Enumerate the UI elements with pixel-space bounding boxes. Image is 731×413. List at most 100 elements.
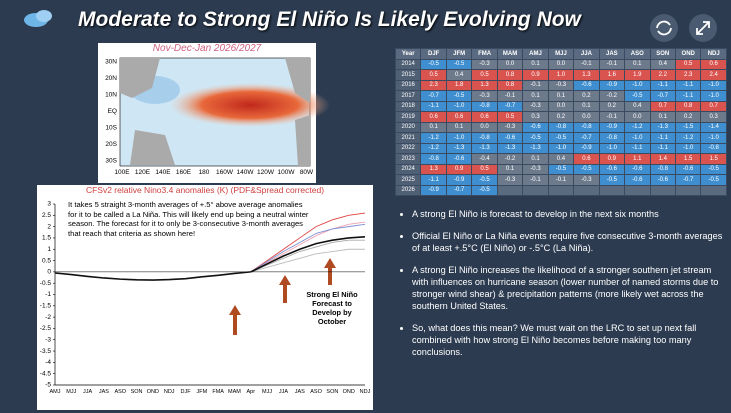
table-cell: -0.3	[547, 79, 575, 91]
table-cell: 0.1	[496, 163, 524, 175]
x-tick-label: NDJ	[360, 389, 371, 395]
lon-label: 120W	[257, 169, 275, 176]
table-cell: -0.3	[471, 90, 498, 102]
expand-button[interactable]	[689, 14, 717, 42]
x-tick-label: MJJ	[262, 389, 272, 395]
y-tick-label: 0.5	[42, 257, 51, 264]
table-cell: -1.1	[420, 100, 447, 112]
table-cell: -0.5	[522, 132, 549, 144]
column-header: JJA	[573, 48, 600, 60]
y-tick-label: 3	[47, 201, 51, 208]
column-header: Year	[394, 48, 422, 60]
table-cell: 0.1	[573, 100, 600, 112]
table-row: 2021 -1.2 -1.0 -0.8 -0.6 -0.5 -0.5 -0.7 -0.8 -1.0…	[394, 132, 727, 144]
table-cell: 0.6	[471, 111, 498, 123]
x-tick-label: ASO	[114, 389, 126, 395]
table-cell: -1.0	[700, 90, 727, 102]
table-cell: 2.3	[420, 79, 447, 91]
table-cell: -1.3	[649, 121, 676, 133]
table-cell	[674, 184, 702, 196]
refresh-button[interactable]	[650, 14, 678, 42]
table-cell: 0.2	[598, 100, 626, 112]
lat-label: 20S	[105, 141, 117, 148]
lon-label: 180	[199, 169, 210, 176]
lat-label: 20N	[105, 75, 117, 82]
table-row: 2019 0.6 0.6 0.6 0.5 0.3 0.2 0.0 -0.1 0.0 0.1 0.2 0.…	[394, 111, 727, 123]
table-cell: -0.5	[624, 90, 651, 102]
table-cell: 2017	[394, 90, 422, 102]
table-cell: -1.0	[598, 142, 626, 154]
table-cell: 0.9	[598, 153, 626, 165]
table-cell: -1.0	[624, 79, 651, 91]
x-tick-label: OND	[147, 389, 159, 395]
table-cell: -1.1	[624, 142, 651, 154]
table-cell: -0.3	[496, 174, 524, 186]
series-line	[250, 248, 365, 273]
table-cell: 2016	[394, 79, 422, 91]
table-cell: 2018	[394, 100, 422, 112]
column-header: OND	[674, 48, 702, 60]
table-cell: 0.8	[496, 79, 524, 91]
table-cell: -0.6	[649, 174, 676, 186]
table-cell: -0.5	[598, 174, 626, 186]
table-cell: -1.3	[496, 142, 524, 154]
table-cell: 0.8	[674, 100, 702, 112]
table-cell: 0.1	[649, 111, 676, 123]
table-cell: -0.6	[674, 163, 702, 175]
table-cell: -0.8	[598, 132, 626, 144]
table-cell: 0.0	[547, 58, 575, 70]
column-header: SON	[649, 48, 676, 60]
table-cell: 2014	[394, 58, 422, 70]
table-cell: -1.1	[649, 132, 676, 144]
table-cell	[624, 184, 651, 196]
table-cell: 1.4	[649, 153, 676, 165]
table-cell: -0.3	[496, 121, 524, 133]
table-cell: 0.0	[471, 121, 498, 133]
lon-label: 80W	[300, 169, 314, 176]
column-header: DJF	[420, 48, 447, 60]
table-row: 2018 -1.1 -1.0 -0.8 -0.7 -0.3 0.0 0.1 0.2 0.4 0.7 0…	[394, 100, 727, 112]
table-cell: -0.7	[420, 90, 447, 102]
table-cell: -0.2	[496, 153, 524, 165]
table-cell: -1.0	[700, 79, 727, 91]
table-cell	[598, 184, 626, 196]
table-cell: 0.1	[624, 58, 651, 70]
x-tick-label: AMJ	[50, 389, 61, 395]
x-tick-label: JAS	[295, 389, 305, 395]
table-cell: 2024	[394, 163, 422, 175]
x-tick-label: NDJ	[164, 389, 175, 395]
table-cell: -1.0	[445, 132, 473, 144]
sst-map: Nov-Dec-Jan 2026/2027	[98, 43, 330, 183]
y-tick-label: -1.5	[40, 303, 52, 310]
table-cell: -0.6	[598, 163, 626, 175]
table-cell: 0.1	[420, 121, 447, 133]
table-cell: -0.6	[624, 163, 651, 175]
table-cell: 0.1	[522, 90, 549, 102]
column-header: NDJ	[700, 48, 727, 60]
table-row: 2017 -0.7 -0.5 -0.3 -0.1 0.1 0.1 0.2 -0.2 -0.5 -0.…	[394, 90, 727, 102]
oni-table: Year DJF JFM FMA MAM AMJ MJJ JJA JAS ASO SON OND NDJ…	[394, 48, 727, 196]
x-tick-label: JAS	[99, 389, 109, 395]
table-cell: -1.2	[420, 132, 447, 144]
table-cell: -0.5	[700, 174, 727, 186]
table-cell: -1.5	[674, 121, 702, 133]
table-cell: 1.3	[420, 163, 447, 175]
y-tick-label: 2	[47, 223, 51, 230]
table-row: 2016 2.3 1.8 1.3 0.8 -0.1 -0.3 -0.6 -0.9 -1.0 -1.1…	[394, 79, 727, 91]
lon-label: 140W	[237, 169, 255, 176]
table-cell: 0.3	[522, 111, 549, 123]
table-cell: -1.2	[420, 142, 447, 154]
table-cell: 0.5	[471, 163, 498, 175]
table-cell: -1.0	[624, 132, 651, 144]
table-cell: 0.5	[420, 69, 447, 81]
table-cell: -0.1	[522, 174, 549, 186]
table-cell: 1.3	[573, 69, 600, 81]
table-cell: -0.5	[471, 184, 498, 196]
table-cell: -0.8	[471, 132, 498, 144]
x-tick-label: DJF	[180, 389, 191, 395]
table-cell: 0.2	[573, 90, 600, 102]
table-cell: 0.0	[624, 111, 651, 123]
table-cell: 0.9	[522, 69, 549, 81]
table-cell: -0.5	[547, 163, 575, 175]
